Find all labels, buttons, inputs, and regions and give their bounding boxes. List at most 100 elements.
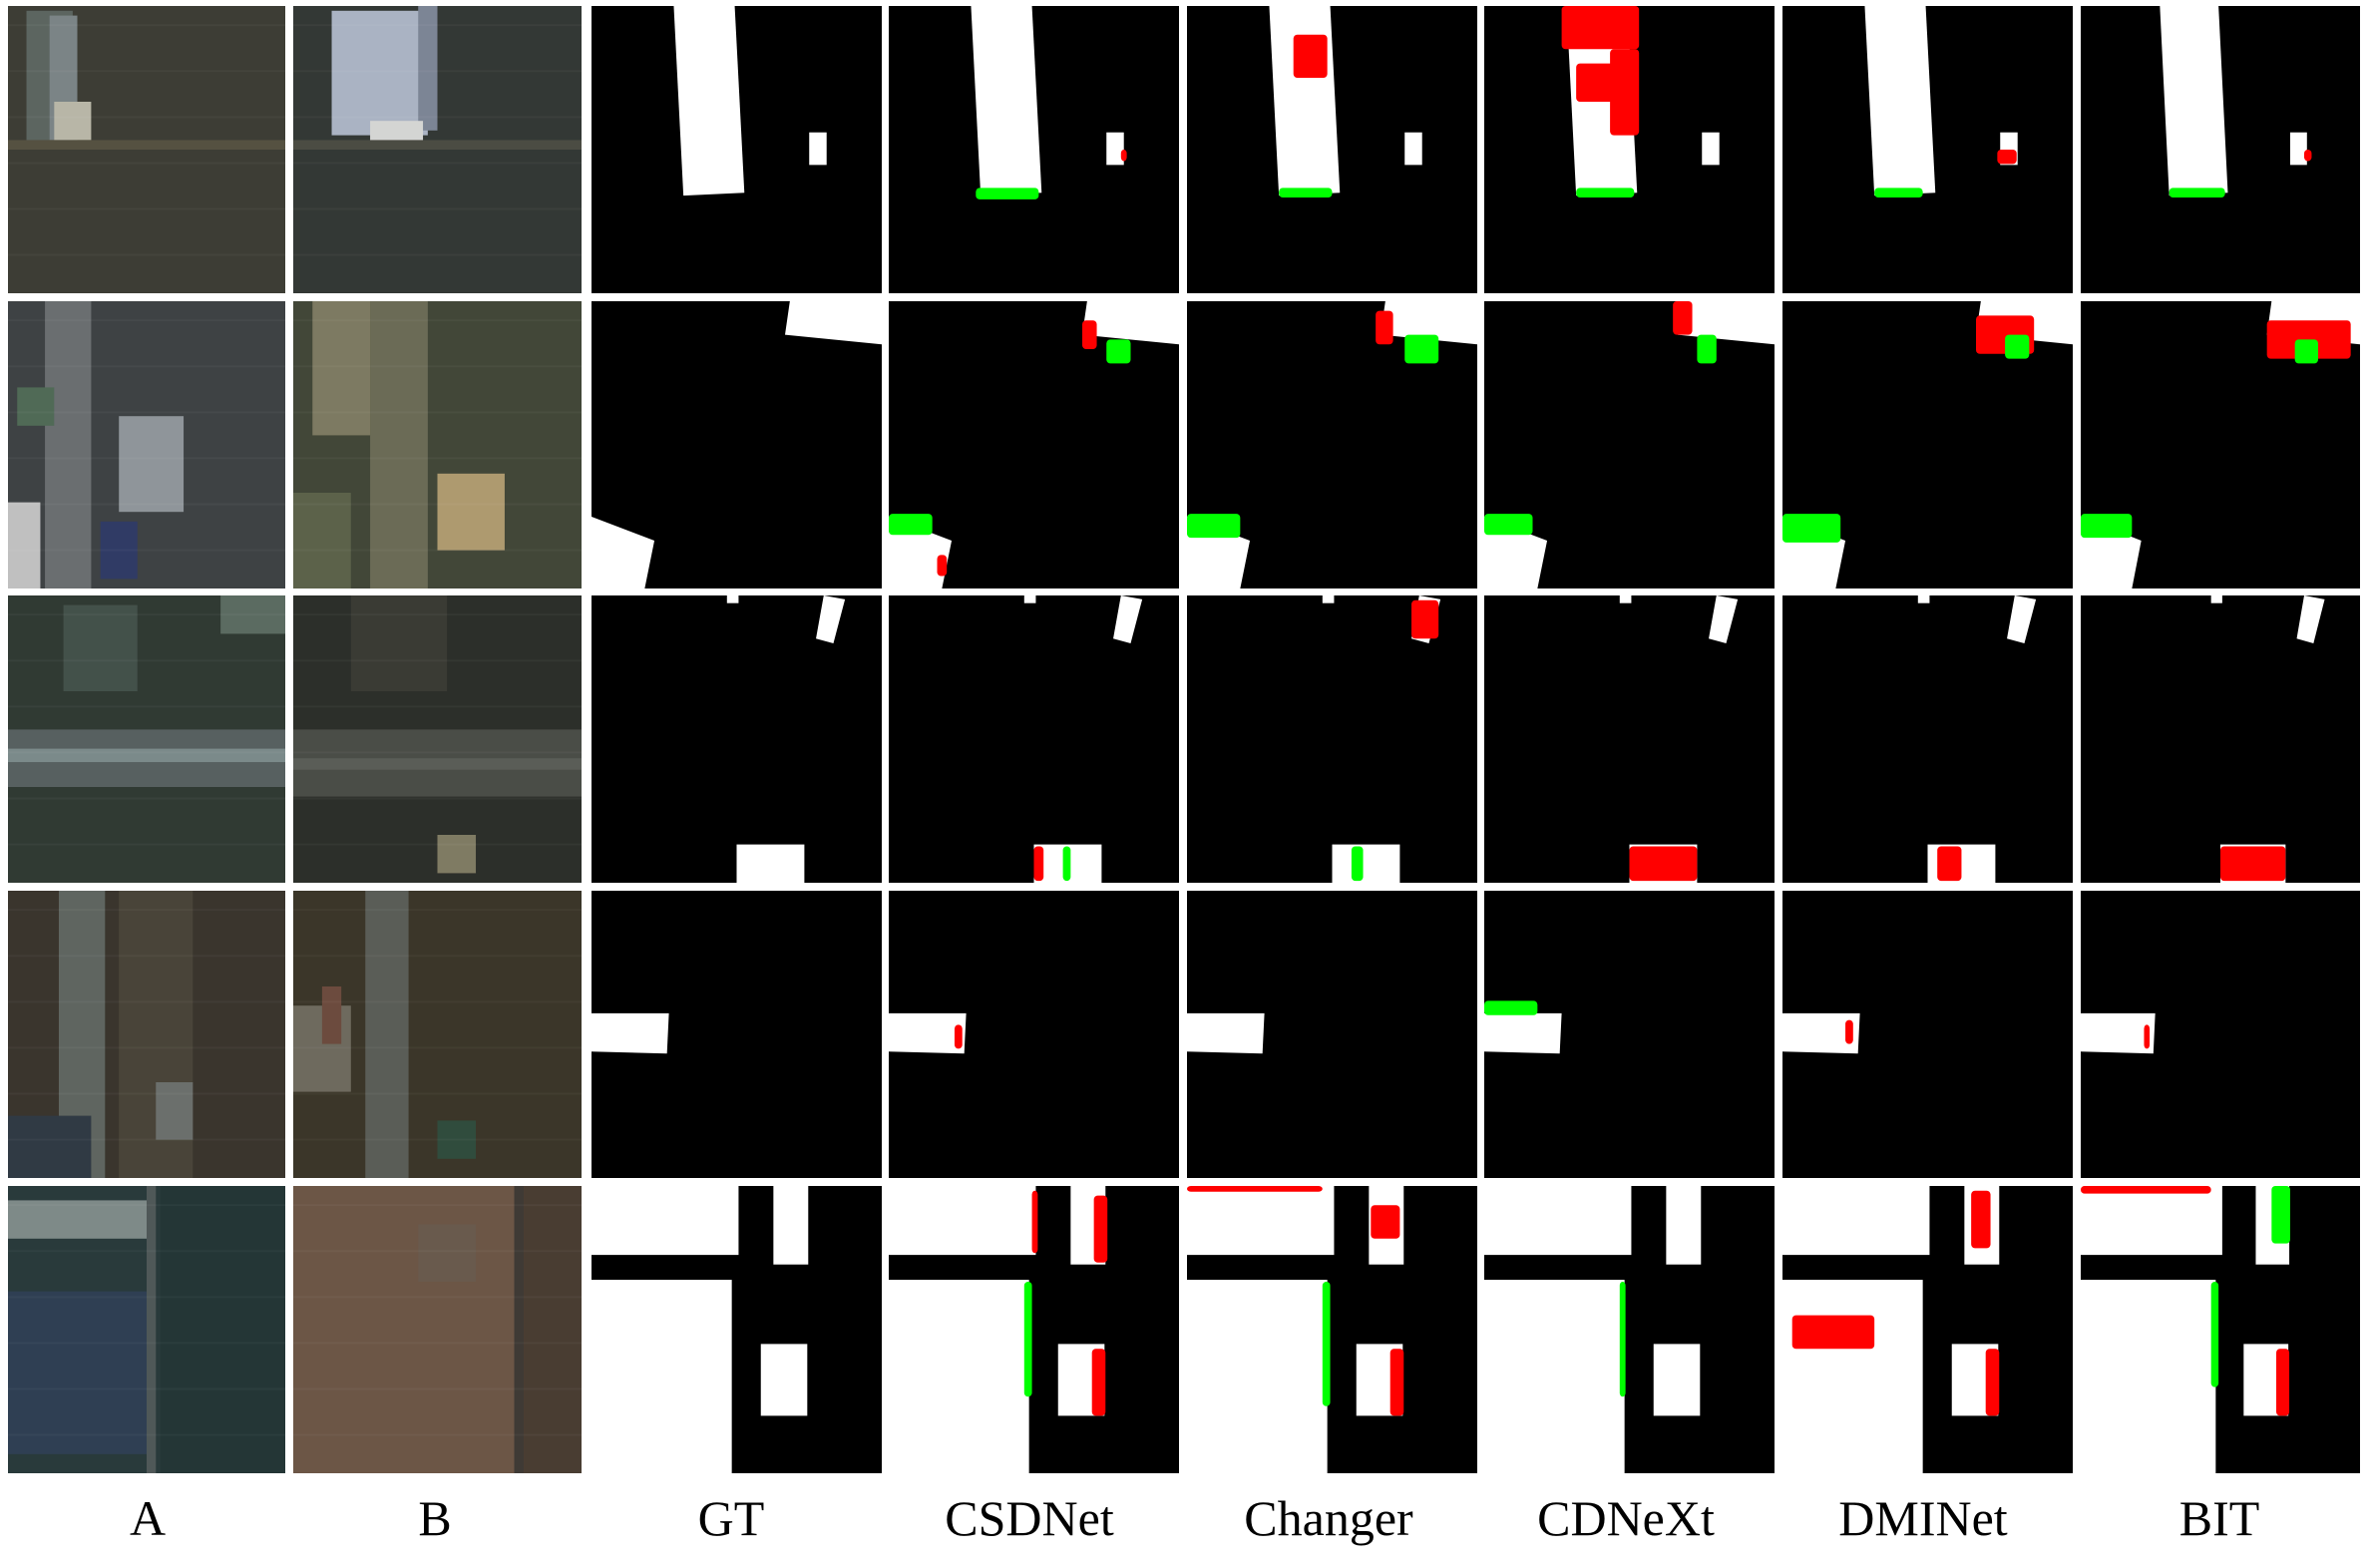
column-label-csdnet: CSDNet xyxy=(945,1490,1114,1546)
b-row-3-image xyxy=(293,595,582,883)
bit-row-3-mask xyxy=(2081,595,2360,883)
cdnext-row-2-false-negative-2 xyxy=(1697,334,1717,364)
bit-row-5-false-negative-2 xyxy=(2271,1186,2290,1244)
bit-row-2-mask xyxy=(2081,301,2360,588)
changer-row-3-false-positive-1 xyxy=(1411,599,1439,639)
csdnet-row-2-mask xyxy=(889,301,1179,588)
changer-row-5-mask xyxy=(1187,1186,1477,1473)
csdnet-row-5-mask xyxy=(889,1186,1179,1473)
dminet-row-5-mask xyxy=(1782,1186,2073,1473)
csdnet-row-5-false-positive-4 xyxy=(1091,1349,1106,1416)
csdnet-row-2-false-negative-3 xyxy=(889,514,933,536)
csdnet-row-3-false-negative-2 xyxy=(1062,846,1071,882)
csdnet-row-5-false-positive-2 xyxy=(1093,1195,1108,1263)
dminet-row-3-false-positive-1 xyxy=(1937,846,1962,882)
cdnext-row-1-false-positive-2 xyxy=(1576,63,1615,102)
cdnext-row-2-false-positive-1 xyxy=(1673,301,1693,335)
column-label-cdnext: CDNeXt xyxy=(1537,1490,1715,1546)
a-row-5-image xyxy=(8,1186,285,1473)
cdnext-row-3-mask xyxy=(1484,595,1775,883)
changer-row-5-false-positive-1 xyxy=(1187,1186,1323,1192)
changer-row-5-false-positive-4 xyxy=(1389,1349,1404,1416)
dminet-row-5-false-positive-3 xyxy=(1985,1349,2000,1416)
b-row-2-image xyxy=(293,301,582,588)
csdnet-row-4-false-positive-1 xyxy=(954,1024,963,1049)
gt-row-3-mask xyxy=(592,595,882,883)
bit-row-3-false-positive-1 xyxy=(2220,846,2286,882)
bit-row-2-false-negative-2 xyxy=(2294,339,2318,364)
dminet-row-5-false-positive-1 xyxy=(1791,1315,1875,1350)
csdnet-row-5-false-negative-3 xyxy=(1023,1282,1032,1397)
dminet-row-4-false-positive-1 xyxy=(1845,1019,1853,1044)
csdnet-row-2-false-positive-4 xyxy=(937,555,948,577)
bit-row-5-mask xyxy=(2081,1186,2360,1473)
changer-row-2-false-negative-3 xyxy=(1187,514,1241,539)
changer-row-2-false-negative-2 xyxy=(1404,334,1439,364)
changer-row-5-false-negative-3 xyxy=(1322,1282,1331,1406)
changer-row-1-false-negative-2 xyxy=(1279,188,1333,197)
bit-row-1-mask xyxy=(2081,6,2360,293)
cdnext-row-3-false-positive-1 xyxy=(1629,846,1698,882)
bit-row-4-false-positive-1 xyxy=(2144,1024,2151,1049)
column-label-gt: GT xyxy=(697,1490,765,1546)
gt-row-5-mask xyxy=(592,1186,882,1473)
bit-row-5-false-negative-3 xyxy=(2210,1282,2219,1387)
bit-row-4-mask xyxy=(2081,891,2360,1178)
dminet-row-1-false-negative-2 xyxy=(1874,188,1923,197)
changer-row-4-mask xyxy=(1187,891,1477,1178)
dminet-row-2-mask xyxy=(1782,301,2073,588)
cdnext-row-5-false-negative-1 xyxy=(1619,1282,1626,1397)
cdnext-row-2-false-negative-3 xyxy=(1484,514,1533,536)
column-label-dminet: DMINet xyxy=(1838,1490,2008,1546)
b-row-4-image xyxy=(293,891,582,1178)
dminet-row-2-false-negative-3 xyxy=(1782,514,1841,543)
csdnet-row-1-mask xyxy=(889,6,1179,293)
dminet-row-3-mask xyxy=(1782,595,2073,883)
dminet-row-2-false-negative-2 xyxy=(2005,334,2030,359)
csdnet-row-1-false-negative-1 xyxy=(976,188,1039,199)
gt-row-1-mask xyxy=(592,6,882,293)
cdnext-row-1-false-negative-4 xyxy=(1576,188,1635,197)
cdnext-row-1-false-positive-3 xyxy=(1610,49,1640,136)
bit-row-5-false-positive-4 xyxy=(2276,1349,2290,1416)
column-label-a: A xyxy=(129,1490,167,1546)
cdnext-row-1-mask xyxy=(1484,6,1775,293)
a-row-4-image xyxy=(8,891,285,1178)
dminet-row-5-false-positive-2 xyxy=(1971,1190,1991,1249)
changer-row-1-mask xyxy=(1187,6,1477,293)
gt-row-2-mask xyxy=(592,301,882,588)
bit-row-1-false-positive-2 xyxy=(2304,150,2312,162)
cdnext-row-1-false-positive-1 xyxy=(1561,6,1640,50)
csdnet-row-1-false-positive-2 xyxy=(1120,150,1127,162)
changer-row-1-false-positive-1 xyxy=(1293,34,1328,78)
dminet-row-4-mask xyxy=(1782,891,2073,1178)
bit-row-2-false-negative-3 xyxy=(2081,514,2133,539)
changer-row-3-mask xyxy=(1187,595,1477,883)
b-row-5-image xyxy=(293,1186,582,1473)
b-row-1-image xyxy=(293,6,582,293)
changer-row-5-false-positive-2 xyxy=(1371,1205,1400,1239)
changer-row-3-false-negative-2 xyxy=(1351,846,1364,882)
a-row-3-image xyxy=(8,595,285,883)
cdnext-row-2-mask xyxy=(1484,301,1775,588)
cdnext-row-5-mask xyxy=(1484,1186,1775,1473)
changer-row-2-false-positive-1 xyxy=(1376,310,1393,345)
csdnet-row-5-false-positive-1 xyxy=(1031,1190,1038,1254)
dminet-row-1-mask xyxy=(1782,6,2073,293)
column-label-b: B xyxy=(418,1490,452,1546)
csdnet-row-3-false-positive-1 xyxy=(1033,846,1044,882)
bit-row-1-false-negative-1 xyxy=(2169,188,2225,197)
csdnet-row-2-false-positive-1 xyxy=(1082,320,1097,349)
csdnet-row-2-false-negative-2 xyxy=(1106,339,1131,364)
cdnext-row-4-false-negative-1 xyxy=(1484,1000,1538,1015)
bit-row-5-false-positive-1 xyxy=(2081,1186,2211,1194)
csdnet-row-3-mask xyxy=(889,595,1179,883)
a-row-1-image xyxy=(8,6,285,293)
column-label-bit: BIT xyxy=(2178,1490,2260,1546)
gt-row-4-mask xyxy=(592,891,882,1178)
cdnext-row-4-mask xyxy=(1484,891,1775,1178)
csdnet-row-4-mask xyxy=(889,891,1179,1178)
a-row-2-image xyxy=(8,301,285,588)
column-label-changer: Changer xyxy=(1244,1490,1413,1546)
